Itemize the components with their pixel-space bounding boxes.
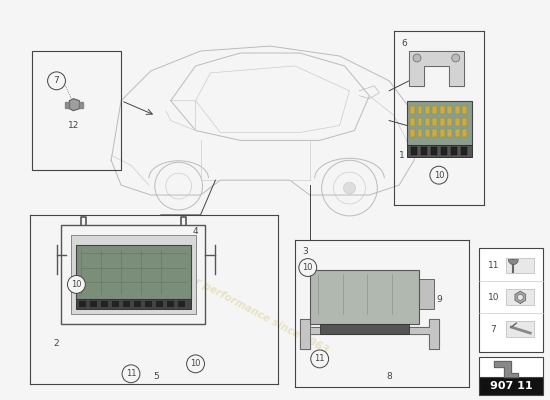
Bar	[462, 106, 467, 114]
Bar	[432, 118, 437, 126]
Circle shape	[299, 258, 317, 276]
Bar	[462, 118, 467, 126]
Bar	[425, 130, 430, 138]
Text: a passion for performance since 1963: a passion for performance since 1963	[131, 243, 330, 355]
Bar	[123, 301, 130, 307]
Polygon shape	[300, 319, 310, 349]
Bar	[455, 130, 460, 138]
Bar	[431, 147, 437, 155]
Text: 6: 6	[401, 38, 407, 48]
Bar	[441, 147, 447, 155]
Circle shape	[48, 72, 65, 90]
Circle shape	[311, 350, 329, 368]
Circle shape	[344, 182, 355, 194]
Bar	[145, 301, 152, 307]
Polygon shape	[310, 319, 439, 349]
Text: 907 11: 907 11	[490, 380, 532, 390]
Text: 11: 11	[126, 369, 136, 378]
Bar	[447, 130, 452, 138]
Bar	[447, 118, 452, 126]
Text: 8: 8	[386, 372, 392, 381]
Bar	[79, 301, 86, 307]
Bar	[76, 245, 191, 299]
Text: 10: 10	[433, 171, 444, 180]
Text: 5: 5	[153, 372, 159, 381]
Text: 7: 7	[491, 324, 496, 334]
Bar	[451, 147, 456, 155]
Bar	[410, 118, 415, 126]
Bar	[478, 376, 543, 395]
Bar	[417, 106, 422, 114]
Text: 2: 2	[54, 340, 59, 348]
Bar	[407, 145, 471, 157]
Circle shape	[122, 365, 140, 383]
Bar	[156, 301, 163, 307]
Text: 10: 10	[488, 293, 499, 302]
Bar	[310, 270, 419, 324]
Circle shape	[518, 294, 523, 300]
Text: 10: 10	[71, 280, 81, 289]
Bar	[425, 118, 430, 126]
Bar	[440, 118, 445, 126]
Bar	[425, 106, 430, 114]
Circle shape	[68, 276, 85, 293]
Text: 3: 3	[302, 247, 307, 256]
Bar	[447, 106, 452, 114]
Bar	[455, 118, 460, 126]
Bar	[478, 248, 543, 352]
Bar	[134, 301, 141, 307]
Bar	[440, 130, 445, 138]
Bar	[320, 324, 409, 334]
Bar	[478, 357, 543, 378]
Bar	[72, 235, 196, 314]
Text: 12: 12	[68, 121, 79, 130]
Circle shape	[413, 54, 421, 62]
Bar	[62, 225, 206, 324]
Bar	[440, 106, 445, 114]
Bar	[507, 321, 534, 337]
Text: 10: 10	[302, 263, 313, 272]
Polygon shape	[69, 99, 79, 111]
Polygon shape	[65, 102, 69, 108]
Bar	[432, 106, 437, 114]
Circle shape	[452, 54, 460, 62]
Bar	[411, 147, 417, 155]
Bar	[76, 299, 191, 309]
Bar	[461, 147, 466, 155]
Polygon shape	[515, 291, 525, 303]
Bar	[112, 301, 119, 307]
Bar	[462, 130, 467, 138]
Bar	[417, 118, 422, 126]
Bar	[90, 301, 97, 307]
Bar	[507, 258, 534, 274]
Polygon shape	[79, 102, 84, 108]
Text: 4: 4	[192, 227, 199, 236]
Text: 1: 1	[399, 151, 405, 160]
Bar	[410, 106, 415, 114]
Bar	[178, 301, 185, 307]
Text: 11: 11	[488, 261, 499, 270]
Text: 11: 11	[315, 354, 325, 363]
Polygon shape	[409, 51, 464, 86]
Text: 9: 9	[436, 295, 442, 304]
Bar	[455, 106, 460, 114]
Bar	[507, 289, 534, 305]
Bar	[432, 130, 437, 138]
Wedge shape	[508, 260, 518, 264]
Bar	[417, 130, 422, 138]
Bar	[101, 301, 108, 307]
Bar	[32, 51, 121, 170]
Text: 7: 7	[54, 76, 59, 85]
Text: 10: 10	[190, 359, 201, 368]
Circle shape	[430, 166, 448, 184]
Circle shape	[186, 355, 205, 373]
Polygon shape	[494, 361, 518, 377]
Bar	[410, 130, 415, 138]
Bar	[407, 101, 471, 145]
Bar	[421, 147, 427, 155]
Bar	[419, 280, 434, 309]
Bar	[167, 301, 174, 307]
